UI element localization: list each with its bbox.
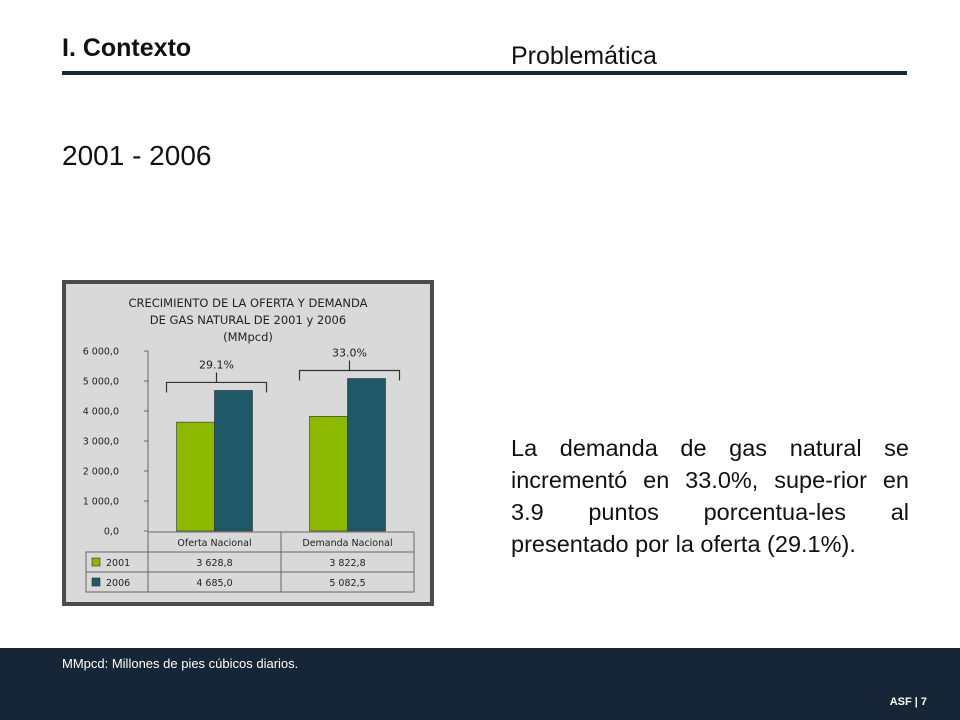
period-label: 2001 - 2006: [62, 140, 212, 171]
page-number: ASF | 7: [889, 696, 927, 708]
data-label: 3 628,8: [196, 558, 232, 569]
legend-swatch-2001: [91, 557, 101, 567]
growth-label: 33.0%: [332, 347, 367, 360]
bar-2006-1: [347, 378, 386, 532]
title-divider: [62, 71, 907, 75]
bar-2006-0: [214, 390, 253, 532]
footer-bar: [0, 648, 960, 720]
y-tick-label: 0,0: [104, 527, 119, 538]
growth-label: 29.1%: [199, 358, 234, 371]
category-label: Demanda Nacional: [302, 538, 392, 549]
data-label: 5 082,5: [329, 578, 365, 589]
y-tick-label: 1 000,0: [83, 497, 119, 508]
legend-label: 2006: [106, 578, 130, 589]
y-tick-label: 4 000,0: [83, 407, 119, 418]
category-label: Oferta Nacional: [177, 538, 251, 549]
slide-subtitle: Problemática: [511, 42, 657, 70]
growth-bracket: [165, 381, 268, 393]
chart-title-line-1: CRECIMIENTO DE LA OFERTA Y DEMANDA: [128, 296, 368, 310]
bar-chart: 0,0 1 000,0 2 000,0 3 000,0 4 000,0 5 000,0 6 …: [83, 347, 415, 593]
chart-frame: CRECIMIENTO DE LA OFERTA Y DEMANDA DE GA…: [62, 280, 434, 606]
section-title: I. Contexto: [62, 34, 192, 62]
y-tick-label: 6 000,0: [83, 347, 119, 358]
y-tick-label: 2 000,0: [83, 467, 119, 478]
y-tick-label: 5 000,0: [83, 377, 119, 388]
chart-area: CRECIMIENTO DE LA OFERTA Y DEMANDA DE GA…: [66, 284, 430, 602]
y-tick-label: 3 000,0: [83, 437, 119, 448]
data-label: 3 822,8: [329, 558, 365, 569]
chart-title: CRECIMIENTO DE LA OFERTA Y DEMANDA DE GA…: [66, 295, 430, 346]
bar-2001-0: [176, 421, 215, 532]
bar-2001-1: [309, 416, 348, 532]
footnote: MMpcd: Millones de pies cúbicos diarios.: [62, 656, 299, 671]
chart-title-line-3: (MMpcd): [223, 330, 273, 344]
data-label: 4 685,0: [196, 578, 232, 589]
table-row: [85, 571, 415, 593]
legend-swatch-2006: [91, 577, 101, 587]
body-paragraph: La demanda de gas natural se incrementó …: [511, 435, 909, 557]
legend-label: 2001: [106, 558, 130, 569]
chart-title-line-2: DE GAS NATURAL DE 2001 y 2006: [149, 313, 347, 327]
